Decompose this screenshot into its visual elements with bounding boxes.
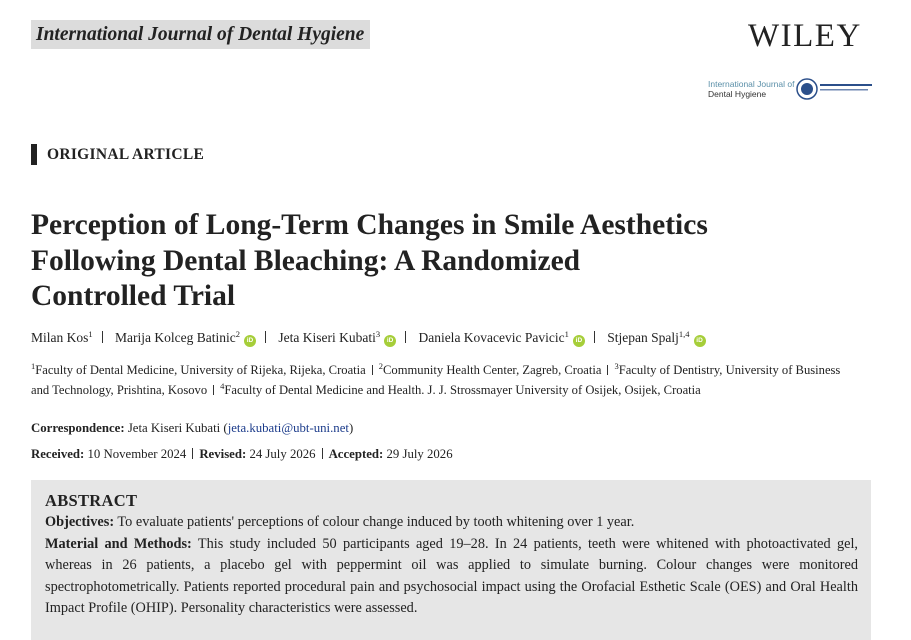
title-line: Following Dental Bleaching: A Randomized	[31, 244, 581, 277]
separator	[264, 331, 266, 343]
abstract-section: Material and Methods: This study include…	[45, 534, 858, 620]
separator	[593, 331, 595, 343]
article-type: ORIGINAL ARTICLE	[47, 146, 205, 163]
section-text: This study included 50 participants aged…	[45, 535, 859, 617]
dates: Received: 10 November 2024 Revised: 24 Ju…	[31, 444, 453, 464]
affiliation: Faculty of Dentistry, University of Busi…	[31, 363, 841, 397]
title-line: Perception of Long-Term Changes in Smile…	[31, 209, 708, 241]
affil-ref: 1,4	[678, 329, 690, 339]
section-label: Objectives:	[45, 514, 115, 530]
article-type-bar	[31, 144, 37, 165]
author: Jeta Kiseri Kubati3iD	[278, 328, 397, 348]
author: Stjepan Spalj1,4iD	[607, 328, 706, 348]
abstract-section: Objectives: To evaluate patients' percep…	[45, 512, 858, 534]
affiliations: 1Faculty of Dental Medicine, University …	[31, 361, 861, 400]
separator	[213, 384, 215, 395]
publisher-logo: WILEY	[748, 18, 862, 54]
date-label: Received:	[31, 447, 85, 461]
orcid-icon[interactable]: iD	[693, 335, 706, 347]
correspondence: Correspondence: Jeta Kiseri Kubati (jeta…	[31, 418, 353, 438]
email-link[interactable]: jeta.kubati@ubt-uni.net	[227, 421, 349, 435]
affil-ref: 2	[235, 329, 240, 339]
journal-name: International Journal of Dental Hygiene	[31, 20, 371, 49]
author: Marija Kolceg Batinic2iD	[115, 328, 256, 348]
journal-logo: International Journal of Dental Hygiene	[708, 78, 873, 102]
title-line: Controlled Trial	[31, 280, 236, 312]
affil-ref: 1	[564, 329, 569, 339]
federation-logo	[796, 78, 872, 100]
separator	[371, 365, 373, 375]
separator	[321, 448, 323, 459]
orcid-icon[interactable]: iD	[572, 335, 585, 347]
date-value: 10 November 2024	[87, 447, 187, 461]
author-name: Jeta Kiseri Kubati	[278, 330, 376, 345]
affil-ref: 1	[88, 329, 93, 339]
affiliation: Community Health Center, Zagreb, Croatia	[383, 363, 602, 377]
author-list: Milan Kos1 Marija Kolceg Batinic2iD Jeta…	[31, 328, 706, 348]
author: Milan Kos1	[31, 328, 93, 348]
bracket: (	[223, 421, 228, 435]
affil-number: 2	[378, 361, 383, 371]
article-page: International Journal of Dental Hygiene …	[31, 18, 873, 640]
orcid-icon[interactable]: iD	[243, 335, 256, 347]
author-name: Milan Kos	[31, 330, 89, 345]
orcid-icon[interactable]: iD	[384, 335, 397, 347]
affil-ref: 3	[375, 329, 381, 339]
author: Daniela Kovacevic Pavicic1iD	[418, 328, 585, 348]
date-label: Revised:	[199, 447, 247, 461]
date-label: Accepted:	[328, 447, 384, 461]
date-value: 29 July 2026	[386, 447, 453, 461]
separator	[607, 365, 609, 375]
separator	[192, 448, 194, 459]
affil-number: 3	[614, 361, 619, 371]
correspondence-name: Jeta Kiseri Kubati	[127, 421, 221, 435]
section-label: Material and Methods:	[45, 535, 192, 552]
separator	[101, 331, 103, 343]
affiliation: Faculty of Dental Medicine and Health. J…	[224, 382, 701, 397]
correspondence-label: Correspondence:	[31, 421, 125, 435]
affiliation: Faculty of Dental Medicine, University o…	[35, 363, 366, 377]
abstract-box: ABSTRACT Objectives: To evaluate patient…	[31, 480, 871, 640]
affil-number: 4	[220, 380, 225, 391]
section-text: To evaluate patients' perceptions of col…	[117, 514, 635, 530]
logo-line: Dental Hygiene	[708, 89, 767, 99]
author-name: Daniela Kovacevic Pavicic	[418, 330, 565, 345]
abstract-heading: ABSTRACT	[45, 491, 138, 510]
author-name: Stjepan Spalj	[607, 330, 679, 345]
author-name: Marija Kolceg Batinic	[115, 330, 236, 345]
abstract-body: Objectives: To evaluate patients' percep…	[45, 512, 858, 620]
logo-line: International Journal of	[708, 79, 795, 89]
separator	[405, 331, 407, 343]
date-value: 24 July 2026	[249, 447, 316, 461]
article-title: Perception of Long-Term Changes in Smile…	[31, 208, 708, 315]
affil-number: 1	[31, 361, 36, 371]
bracket: )	[348, 421, 354, 435]
